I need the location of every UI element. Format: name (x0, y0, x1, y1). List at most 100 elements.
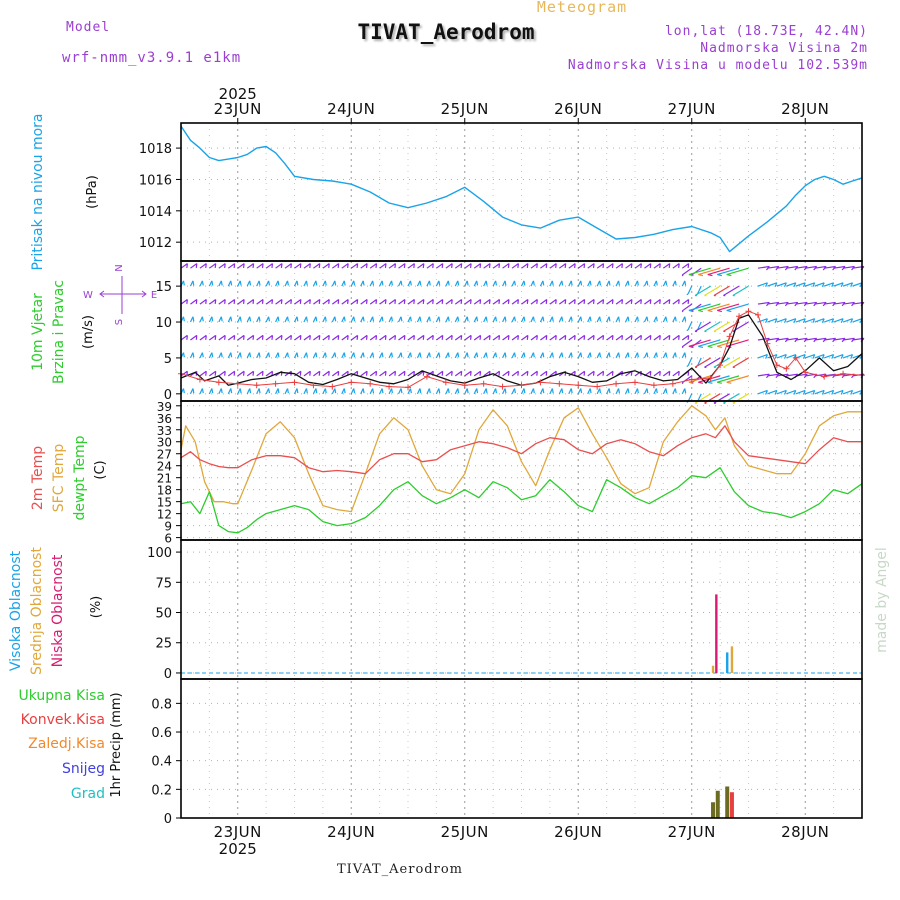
wind-arrow-head (498, 263, 501, 269)
bottom-day-label: 23JUN (214, 823, 262, 841)
wind-arrow (445, 263, 453, 269)
wind-arrow (445, 299, 453, 305)
wind-arrow-head (220, 280, 223, 286)
wind-arrow (606, 334, 614, 341)
wind-arrow-head (655, 388, 658, 394)
wind-arrow (577, 299, 585, 305)
wind-arrow-head (580, 316, 583, 322)
wind-arrow-head (687, 263, 690, 269)
wind-arrow-head (318, 299, 321, 304)
wind-arrow-head (381, 280, 384, 286)
wind-arrow (426, 263, 434, 269)
wind-arrow-head (343, 316, 346, 322)
wind-arrow-head (375, 335, 378, 340)
wind-label-2: Brzina i Pravac (51, 280, 67, 384)
wind-arrow-head (621, 263, 624, 269)
wind-arrow (398, 370, 406, 377)
wind-arrow (596, 263, 604, 269)
wind-arrow (786, 389, 796, 395)
wind-arrow-head (447, 280, 450, 286)
wind-arrow (814, 318, 825, 323)
wind-arrow-head (611, 299, 614, 304)
wind-arrow-head (252, 335, 255, 340)
wind-arrow (696, 285, 702, 295)
wind-arrow (698, 267, 721, 276)
wind-arrow (776, 265, 789, 269)
wind-arrow-head (831, 354, 835, 359)
wind-arrow-head (602, 335, 605, 340)
wind-arrow (209, 370, 217, 377)
wind-arrow (350, 334, 358, 341)
wind-arrow-head (220, 316, 223, 322)
gust-marker (442, 379, 449, 386)
wind-arrow (587, 299, 595, 305)
wind-arrow (672, 334, 680, 341)
wind-arrow-head (592, 371, 595, 376)
wind-arrow-head (315, 388, 318, 394)
wind-arrow-head (611, 335, 614, 340)
wind-arrow (577, 263, 585, 269)
wind-arrow (313, 334, 321, 341)
wind-arrow (511, 370, 519, 377)
wind-arrow-head (649, 335, 652, 340)
elevation-label: Nadmorska Visina 2m (700, 41, 868, 56)
wind-arrow-head (485, 316, 488, 322)
wind-arrow (596, 299, 604, 305)
wind-arrow-head (678, 263, 680, 269)
wind-arrow (275, 299, 283, 305)
wind-arrow-head (561, 388, 564, 394)
wind-arrow (558, 263, 567, 269)
wind-arrow-head (441, 263, 444, 269)
wind-arrow-head (192, 388, 195, 394)
wind-arrow-head (717, 345, 723, 349)
wind-arrow (795, 318, 806, 323)
wind-arrow (275, 263, 283, 269)
wind-arrow-head (362, 316, 365, 322)
wind-arrow-head (602, 371, 605, 376)
wind-arrow (833, 301, 846, 305)
wind-arrow-head (242, 299, 245, 304)
wind-arrow (663, 334, 671, 341)
wind-arrow-head (850, 318, 854, 323)
wind-arrow-head (469, 371, 472, 376)
wind-arrow-head (574, 335, 576, 340)
wind-arrow (615, 334, 623, 341)
wind-arrow (776, 337, 789, 341)
wind-arrow (464, 299, 472, 305)
gust-marker (773, 362, 780, 369)
wind-arrow-head (365, 299, 368, 304)
wind-arrow-head (532, 388, 535, 394)
wind-arrow (331, 334, 340, 341)
gust-marker (556, 380, 563, 387)
pressure-ytick-label: 1016 (139, 173, 172, 188)
model-name: wrf-nmm_v3.9.1 e1km (62, 50, 242, 66)
wind-arrow (767, 337, 779, 341)
precipitation-ytick-label: 0.8 (151, 697, 172, 712)
wind-arrow (653, 334, 661, 341)
wind-arrow (530, 263, 538, 269)
panel-frame-pressure (180, 122, 863, 262)
compass-east: E (151, 290, 157, 301)
wind-arrow (331, 299, 340, 305)
wind-arrow (824, 337, 836, 341)
wind-arrow-head (793, 282, 797, 288)
wind-arrow (814, 265, 827, 269)
wind-arrow-head (451, 299, 453, 304)
wind-arrow-head (309, 335, 311, 340)
wind-arrow (688, 303, 711, 312)
wind-arrow-head (447, 352, 450, 358)
wind-arrow (492, 334, 500, 341)
wind-arrow (663, 263, 671, 269)
wind-arrow-head (583, 299, 586, 304)
precip-bar (715, 790, 720, 818)
wind-arrow-head (495, 352, 498, 358)
gust-marker (802, 369, 809, 376)
wind-arrow-head (674, 280, 677, 286)
wind-arrow (805, 265, 817, 269)
wind-arrow-head (419, 316, 422, 322)
wind-arrow-head (201, 280, 204, 286)
clouds-ytick-label: 25 (155, 637, 172, 652)
wind-arrow-head (239, 388, 242, 394)
wind-arrow (294, 334, 302, 341)
wind-arrow-head (707, 381, 713, 384)
